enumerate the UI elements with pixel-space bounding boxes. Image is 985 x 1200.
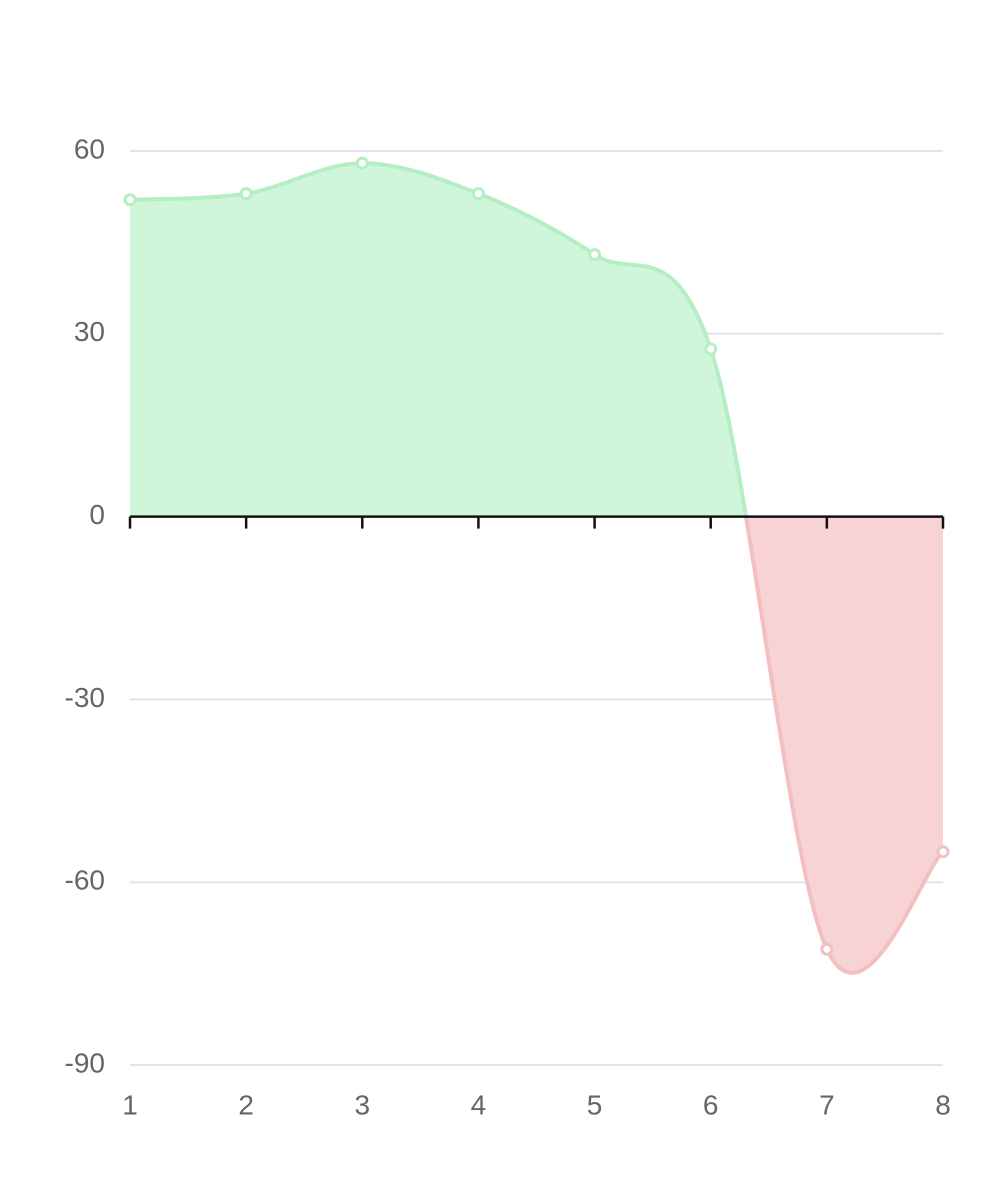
x-tick-label: 5 <box>587 1089 603 1120</box>
y-tick-label: 60 <box>74 133 105 164</box>
x-tick-label: 3 <box>354 1089 370 1120</box>
x-tick-label: 8 <box>935 1089 951 1120</box>
x-tick-label: 7 <box>819 1089 835 1120</box>
area <box>130 163 746 517</box>
point <box>355 156 369 170</box>
x-tick-label: 4 <box>471 1089 487 1120</box>
point <box>239 187 253 201</box>
point <box>820 942 834 956</box>
x-tick-label: 2 <box>238 1089 254 1120</box>
area <box>130 516 943 973</box>
point <box>936 845 950 859</box>
y-tick-label: -60 <box>65 865 105 896</box>
point <box>471 187 485 201</box>
y-tick-label: -30 <box>65 682 105 713</box>
x-tick-label: 6 <box>703 1089 719 1120</box>
x-tick-label: 1 <box>122 1089 138 1120</box>
point <box>704 342 718 356</box>
y-tick-label: -90 <box>65 1047 105 1078</box>
y-tick-label: 30 <box>74 316 105 347</box>
point <box>588 248 602 262</box>
y-tick-label: 0 <box>89 499 105 530</box>
point <box>123 193 137 207</box>
line <box>129 161 749 517</box>
